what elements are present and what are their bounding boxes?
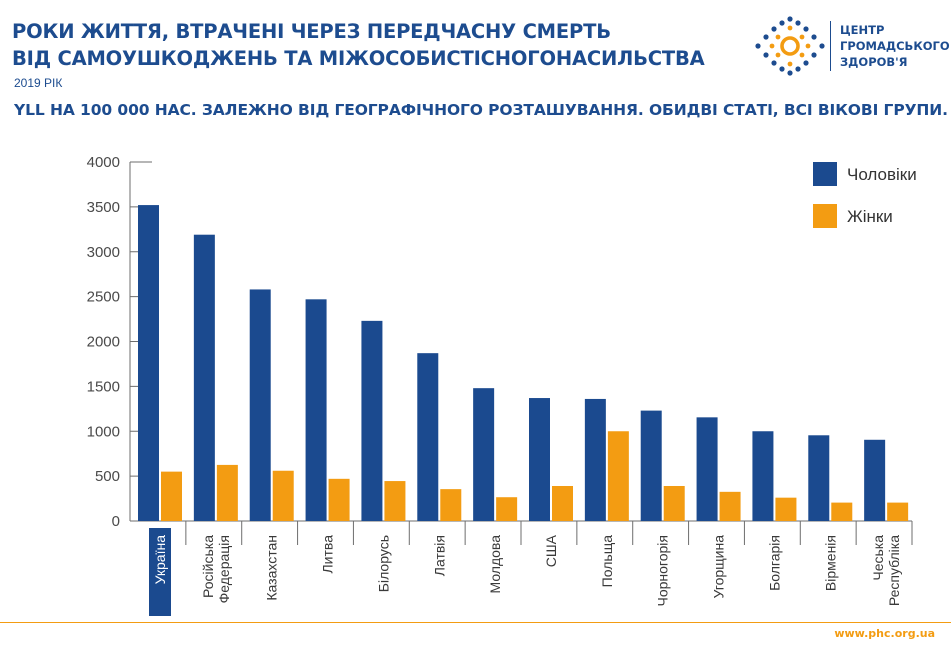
- x-tick-label: Україна: [152, 535, 168, 585]
- x-tick-label: Чорногорія: [655, 535, 671, 606]
- bar-chart: 0 500 1000 1500 2000 2500 3000 3500 4000 Україна…: [87, 154, 917, 616]
- bar-women: [161, 471, 182, 521]
- bar-women: [328, 478, 350, 521]
- bar-men: [473, 388, 495, 521]
- x-tick-label: ЧеськаРеспубліка: [870, 535, 902, 606]
- y-tick-label: 2000: [87, 334, 120, 351]
- legend-label: Чоловіки: [847, 165, 917, 184]
- bar-men: [696, 417, 718, 521]
- bar-women: [440, 489, 462, 521]
- bar-men: [864, 439, 886, 521]
- bar-women: [775, 497, 797, 521]
- bar-women: [272, 470, 294, 521]
- chart-subtitle: YLL НА 100 000 НАС. ЗАЛЕЖНО ВІД ГЕОГРАФІ…: [14, 101, 948, 119]
- x-tick-label: Білорусь: [375, 535, 391, 592]
- bar-men: [640, 410, 662, 521]
- bar-men: [138, 205, 159, 521]
- chart-title-line-1: РОКИ ЖИТТЯ, ВТРАЧЕНІ ЧЕРЕЗ ПЕРЕДЧАСНУ СМ…: [12, 20, 611, 43]
- bar-men: [193, 234, 215, 521]
- bar-men: [808, 435, 830, 521]
- x-tick-label: РосійськаФедерація: [200, 535, 232, 604]
- x-tick-label: Болгарія: [766, 535, 782, 591]
- y-tick-label: 3500: [87, 199, 120, 216]
- chart-title-line-2: ВІД САМОУШКОДЖЕНЬ ТА МІЖОСОБИСТІСНОГОНАС…: [12, 47, 705, 70]
- bar-women: [216, 464, 238, 521]
- bar-women: [831, 502, 853, 521]
- phc-logo: ЦЕНТР ГРОМАДСЬКОГО ЗДОРОВ'Я: [748, 15, 950, 81]
- bar-men: [529, 398, 550, 521]
- x-tick-label: Угорщина: [711, 535, 727, 599]
- bar-men: [249, 289, 271, 521]
- x-tick-label: Литва: [320, 535, 336, 574]
- legend: Чоловіки Жінки: [813, 162, 917, 228]
- y-tick-label: 0: [112, 513, 120, 530]
- bar-women: [496, 497, 518, 521]
- bar-women: [663, 485, 685, 521]
- y-tick-label: 2500: [87, 289, 120, 306]
- y-tick-label: 3000: [87, 244, 120, 261]
- year-label: 2019 РІК: [14, 76, 63, 90]
- bar-women: [552, 485, 573, 521]
- x-tick-label: Молдова: [487, 535, 503, 594]
- legend-label: Жінки: [847, 207, 893, 226]
- legend-swatch: [813, 162, 837, 186]
- bar-women: [384, 481, 406, 521]
- highlight-label-box: [149, 528, 171, 616]
- bars-group: [138, 205, 909, 521]
- x-axis-labels: Україна РосійськаФедерація Казахстан Литва Б…: [149, 521, 913, 616]
- bar-men: [417, 353, 439, 521]
- legend-swatch: [813, 204, 837, 228]
- logo-text-line-2: ГРОМАДСЬКОГО: [840, 39, 950, 53]
- bar-women: [719, 491, 741, 521]
- y-tick-label: 1000: [87, 423, 120, 440]
- phc-logo-icon: [755, 16, 825, 76]
- logo-text-line-3: ЗДОРОВ'Я: [840, 55, 908, 69]
- bar-men: [584, 398, 606, 521]
- footer-divider: [0, 622, 951, 623]
- bar-men: [361, 320, 383, 521]
- x-tick-label: Казахстан: [264, 535, 280, 601]
- bar-women: [607, 431, 629, 521]
- y-tick-label: 500: [95, 468, 120, 485]
- x-tick-label: Польща: [599, 535, 615, 588]
- x-tick-label: США: [543, 534, 559, 567]
- bar-men: [305, 299, 327, 521]
- y-tick-label: 1500: [87, 378, 120, 395]
- footer-url: www.phc.org.ua: [834, 627, 935, 640]
- x-tick-label: Латвія: [431, 535, 447, 576]
- x-tick-label: Вірменія: [822, 535, 838, 591]
- bar-women: [887, 502, 909, 521]
- logo-text-line-1: ЦЕНТР: [840, 23, 885, 37]
- bar-men: [752, 431, 774, 521]
- y-tick-label: 4000: [87, 154, 120, 171]
